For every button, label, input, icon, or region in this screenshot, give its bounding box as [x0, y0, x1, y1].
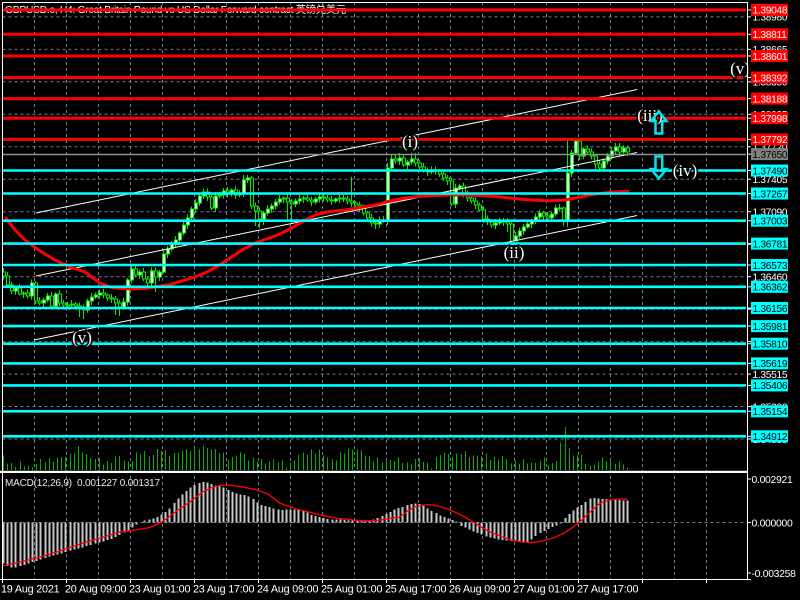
svg-text:1.37650: 1.37650	[753, 150, 788, 161]
svg-text:27 Aug 01:00: 27 Aug 01:00	[513, 584, 574, 596]
svg-text:(i): (i)	[402, 132, 418, 151]
svg-text:1.39048: 1.39048	[753, 6, 788, 17]
svg-text:(v): (v)	[730, 59, 750, 78]
svg-text:1.35619: 1.35619	[753, 359, 788, 370]
svg-text:1.37267: 1.37267	[753, 189, 788, 200]
svg-text:27 Aug 17:00: 27 Aug 17:00	[577, 584, 638, 596]
svg-text:25 Aug 01:00: 25 Aug 01:00	[321, 584, 382, 596]
svg-text:25 Aug 17:00: 25 Aug 17:00	[385, 584, 446, 596]
svg-text:1.36156: 1.36156	[753, 304, 788, 315]
svg-text:(v): (v)	[72, 328, 92, 347]
svg-text:(ii): (ii)	[504, 243, 525, 262]
svg-text:(i): (i)	[402, 132, 418, 151]
svg-text:1.37792: 1.37792	[753, 135, 788, 146]
svg-text:(iv): (iv)	[673, 161, 698, 180]
svg-text:1.37090: 1.37090	[753, 208, 788, 219]
svg-text:1.37720: 1.37720	[753, 143, 788, 154]
svg-text:(ii): (ii)	[504, 243, 525, 262]
svg-text:1.38601: 1.38601	[753, 52, 788, 63]
svg-text:20 Aug 09:00: 20 Aug 09:00	[65, 584, 126, 596]
svg-text:1.36362: 1.36362	[753, 283, 788, 294]
svg-text:1.34912: 1.34912	[753, 432, 788, 443]
svg-text:1.35981: 1.35981	[753, 322, 788, 333]
svg-text:23 Aug 17:00: 23 Aug 17:00	[193, 584, 254, 596]
svg-text:(v): (v)	[730, 59, 750, 78]
svg-text:1.37490: 1.37490	[753, 166, 788, 177]
svg-text:MACD(12,26,9) 0.001227 0.0013: MACD(12,26,9) 0.001227 0.001317	[5, 478, 160, 489]
svg-text:0.002921: 0.002921	[752, 475, 793, 486]
svg-text:19 Aug 2021: 19 Aug 2021	[1, 584, 60, 596]
svg-text:1.36573: 1.36573	[753, 261, 788, 272]
svg-text:1.35154: 1.35154	[753, 407, 788, 418]
svg-text:(iii): (iii)	[637, 106, 663, 125]
svg-text:1.36460: 1.36460	[753, 272, 788, 283]
svg-text:23 Aug 01:00: 23 Aug 01:00	[129, 584, 190, 596]
svg-text:1.37998: 1.37998	[753, 114, 788, 125]
svg-text:1.38811: 1.38811	[753, 30, 788, 41]
svg-text:1.37405: 1.37405	[753, 175, 788, 186]
svg-text:1.38392: 1.38392	[753, 73, 788, 84]
svg-text:1.35515: 1.35515	[753, 370, 788, 381]
svg-text:1.35810: 1.35810	[753, 340, 788, 351]
svg-text:1.38188: 1.38188	[753, 94, 788, 105]
svg-text:1.37003: 1.37003	[753, 217, 788, 228]
svg-text:(iv): (iv)	[673, 161, 698, 180]
svg-text:0.000000: 0.000000	[752, 518, 793, 529]
svg-text:(v): (v)	[72, 328, 92, 347]
svg-text:1.38980: 1.38980	[753, 13, 788, 24]
svg-text:26 Aug 09:00: 26 Aug 09:00	[449, 584, 510, 596]
svg-text:-0.003258: -0.003258	[752, 569, 797, 580]
svg-text:1.36781: 1.36781	[753, 239, 788, 250]
svg-text:24 Aug 09:00: 24 Aug 09:00	[257, 584, 318, 596]
svg-text:1.35406: 1.35406	[753, 381, 788, 392]
